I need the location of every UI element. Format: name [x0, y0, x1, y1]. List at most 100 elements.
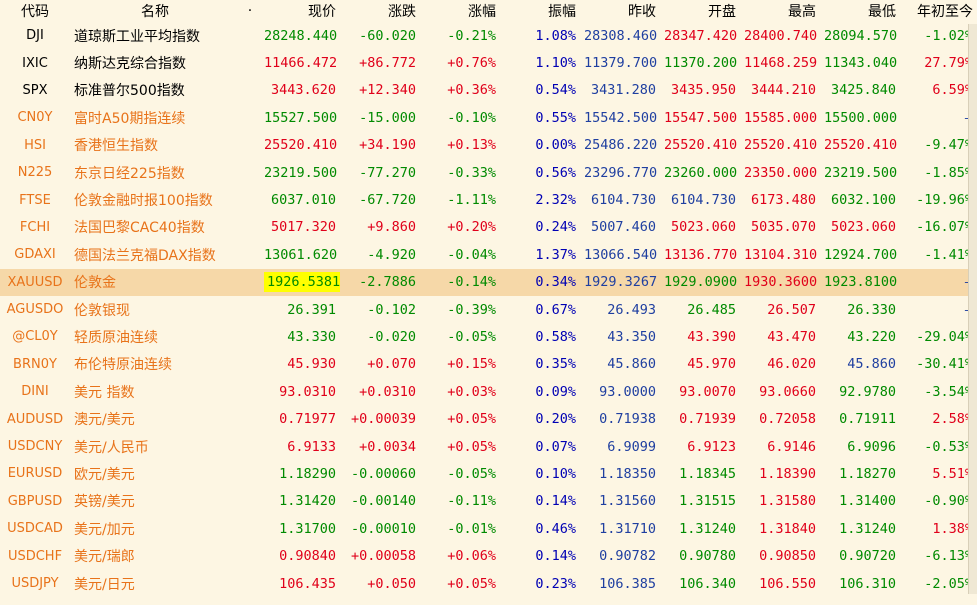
name-cell: 法国巴黎CAC40指数	[74, 220, 205, 237]
name-cell: 澳元/美元	[74, 412, 135, 429]
high-cell: 1.18390	[759, 465, 816, 482]
table-row[interactable]: XAUUSD 伦敦金 1926.5381 -2.7886 -0.14% 0.34% 1929…	[0, 268, 977, 296]
code-cell: N225	[17, 165, 53, 181]
pct-cell: +0.36%	[447, 82, 496, 99]
pct-cell: +0.20%	[447, 219, 496, 236]
ytd-cell: -0.53%	[924, 438, 973, 455]
prev-cell: 1.31710	[599, 520, 656, 537]
col-dot: ·	[240, 0, 260, 22]
low-cell: 106.310	[839, 575, 896, 592]
prev-cell: 28308.460	[584, 27, 658, 44]
change-cell: -2.7886	[340, 268, 420, 296]
prev-cell: 43.350	[607, 328, 656, 345]
pct-cell: +0.03%	[447, 383, 496, 400]
table-row[interactable]: AGUSDO 伦敦银现 26.391 -0.102 -0.39% 0.67% 26.493 2…	[0, 296, 977, 323]
col-change[interactable]: 涨跌	[340, 0, 420, 22]
high-cell: 1.31840	[759, 520, 816, 537]
table-row[interactable]: HSI 香港恒生指数 25520.410 +34.190 +0.13% 0.00% 2548…	[0, 132, 977, 159]
prev-cell: 1.18350	[599, 465, 656, 482]
table-row[interactable]: IXIC 纳斯达克综合指数 11466.472 +86.772 +0.76% 1.10% 1…	[0, 49, 977, 76]
open-cell: 1929.0900	[660, 268, 740, 296]
table-row[interactable]: GBPUSD 英镑/美元 1.31420 -0.00140 -0.11% 0.14% 1.3…	[0, 488, 977, 515]
table-row[interactable]: USDJPY 美元/日元 106.435 +0.050 +0.05% 0.23% 106.3…	[0, 570, 977, 597]
col-prev[interactable]: 昨收	[580, 0, 660, 22]
prev-cell: 0.71938	[599, 411, 656, 428]
pct-cell: +0.76%	[447, 55, 496, 72]
low-cell: 23219.500	[824, 164, 898, 181]
pct-cell: -0.10%	[447, 109, 496, 126]
scrollbar[interactable]	[968, 24, 977, 594]
table-row[interactable]: BRN0Y 布伦特原油连续 45.930 +0.070 +0.15% 0.35% 45.86…	[0, 351, 977, 378]
dot-cell	[240, 570, 260, 597]
code-cell: EURUSD	[7, 466, 63, 482]
open-cell: 93.0070	[679, 383, 736, 400]
table-row[interactable]: FCHI 法国巴黎CAC40指数 5017.320 +9.860 +0.20% 0.24%…	[0, 214, 977, 241]
dot-cell	[240, 214, 260, 241]
price-highlight: 1926.5381	[264, 272, 340, 293]
table-row[interactable]: USDCHF 美元/瑞郎 0.90840 +0.00058 +0.06% 0.14% 0.9…	[0, 542, 977, 569]
table-row[interactable]: CN0Y 富时A50期指连续 15527.500 -15.000 -0.10% 0.55%…	[0, 104, 977, 131]
table-row[interactable]: DINI 美元 指数 93.0310 +0.0310 +0.03% 0.09% 93.000…	[0, 378, 977, 405]
col-ytd[interactable]: 年初至今	[900, 0, 977, 22]
amp-cell: 0.46%	[535, 520, 576, 537]
prev-cell: 26.493	[607, 301, 656, 318]
col-code[interactable]: 代码	[0, 0, 70, 22]
dot-cell	[240, 159, 260, 186]
price-cell: 6.9133	[287, 438, 336, 455]
col-amp[interactable]: 振幅	[500, 0, 580, 22]
pct-cell: -0.14%	[420, 268, 500, 296]
amp-cell: 0.09%	[535, 383, 576, 400]
dot-cell	[240, 241, 260, 268]
table-row[interactable]: N225 东京日经225指数 23219.500 -77.270 -0.33% 0.56%…	[0, 159, 977, 186]
change-cell: +34.190	[359, 137, 416, 154]
high-cell: 15585.000	[744, 109, 818, 126]
col-low[interactable]: 最低	[820, 0, 900, 22]
pct-cell: +0.05%	[447, 438, 496, 455]
table-row[interactable]: FTSE 伦敦金融时报100指数 6037.010 -67.720 -1.11% 2.32…	[0, 186, 977, 213]
table-row[interactable]: AUDUSD 澳元/美元 0.71977 +0.00039 +0.05% 0.20% 0.7…	[0, 405, 977, 432]
ytd-cell: 27.79%	[924, 55, 973, 72]
table-row[interactable]: GDAXI 德国法兰克福DAX指数 13061.620 -4.920 -0.04% 1.3…	[0, 241, 977, 268]
change-cell: -0.00060	[350, 465, 416, 482]
name-cell: 欧元/美元	[74, 466, 135, 483]
high-cell: 5035.070	[750, 219, 816, 236]
change-cell: -4.920	[367, 246, 416, 263]
dot-cell	[240, 268, 260, 296]
prev-cell: 6.9099	[607, 438, 656, 455]
name-cell: 标准普尔500指数	[74, 83, 185, 100]
code-cell: USDCNY	[7, 439, 63, 455]
table-row[interactable]: SPX 标准普尔500指数 3443.620 +12.340 +0.36% 0.54% 34…	[0, 77, 977, 104]
ytd-cell: -30.41%	[916, 356, 973, 373]
low-cell: 1923.8100	[820, 268, 900, 296]
open-cell: 106.340	[679, 575, 736, 592]
amp-cell: 1.37%	[535, 246, 576, 263]
prev-cell: 5007.460	[590, 219, 656, 236]
name-cell: 美元/加元	[74, 521, 135, 538]
table-row[interactable]: EURUSD 欧元/美元 1.18290 -0.00060 -0.05% 0.10% 1.1…	[0, 460, 977, 487]
amp-cell: 1.08%	[535, 27, 576, 44]
pct-cell: -0.05%	[447, 465, 496, 482]
change-cell: +9.860	[367, 219, 416, 236]
table-row[interactable]: DJI 道琼斯工业平均指数 28248.440 -60.020 -0.21% 1.08% 2…	[0, 22, 977, 49]
prev-cell: 93.0000	[599, 383, 656, 400]
change-cell: +0.070	[367, 356, 416, 373]
price-cell: 3443.620	[270, 82, 336, 99]
table-row[interactable]: USDCAD 美元/加元 1.31700 -0.00010 -0.01% 0.46% 1.3…	[0, 515, 977, 542]
high-cell: 23350.000	[744, 164, 818, 181]
open-cell: 43.390	[687, 328, 736, 345]
col-name[interactable]: 名称	[70, 0, 240, 22]
open-cell: 23260.000	[664, 164, 738, 181]
table-header: 代码 名称 · 现价 涨跌 涨幅 振幅 昨收 开盘 最高 最低 年初至今	[0, 0, 977, 22]
name-cell: 美元 指数	[74, 384, 135, 401]
col-price[interactable]: 现价	[260, 0, 340, 22]
col-open[interactable]: 开盘	[660, 0, 740, 22]
high-cell: 6.9146	[767, 438, 816, 455]
table-row[interactable]: USDCNY 美元/人民币 6.9133 +0.0034 +0.05% 0.07% 6.90…	[0, 433, 977, 460]
table-row[interactable]: @CL0Y 轻质原油连续 43.330 -0.020 -0.05% 0.58% 43.350…	[0, 323, 977, 350]
col-pct[interactable]: 涨幅	[420, 0, 500, 22]
col-high[interactable]: 最高	[740, 0, 820, 22]
name-cell: 美元/瑞郎	[74, 549, 135, 566]
name-cell: 德国法兰克福DAX指数	[74, 247, 216, 264]
amp-cell: 0.56%	[535, 164, 576, 181]
